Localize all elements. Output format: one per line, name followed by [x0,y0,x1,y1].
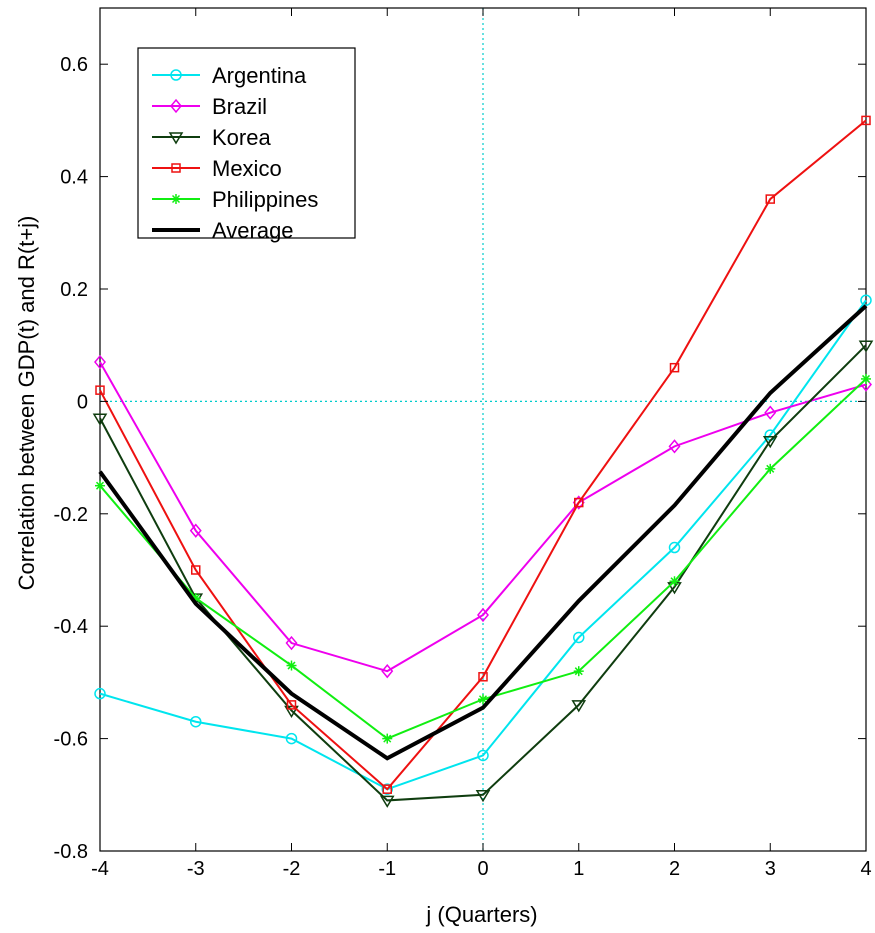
y-axis-label: Correlation between GDP(t) and R(t+j) [14,216,39,591]
asterisk-stroke [670,577,679,586]
legend-label: Mexico [212,156,282,181]
x-tick-label: 0 [477,858,488,880]
data-point-argentina [381,783,393,795]
data-point-korea [762,435,778,449]
data-point-korea [475,790,491,803]
x-tick-label: 1 [573,858,584,880]
data-point-brazil [94,354,106,370]
data-point-philippines [286,660,297,671]
legend-label: Argentina [212,63,307,88]
legend-item-mexico: Mexico [152,156,282,181]
data-point-brazil [381,663,394,679]
asterisk-stroke [287,661,296,670]
legend-label: Korea [212,125,271,150]
legend-swatch-marker [170,69,182,81]
series-line-brazil [99,361,867,673]
data-point-brazil [764,405,777,420]
legend-item-argentina: Argentina [152,63,307,88]
ticks-group: -4 -3 -2 -1 0 1 2 3 4 -0.8 -0.6 -0.4 -0.2 0 0.2 0.4 0.6 [54,8,872,880]
data-point-philippines [573,666,584,677]
data-point-argentina [94,687,106,700]
data-point-argentina [190,715,202,728]
x-tick-label: -3 [187,858,205,880]
data-point-korea [571,700,587,713]
data-point-argentina [668,541,681,554]
y-tick-label: -0.2 [54,504,88,526]
data-point-philippines [95,480,105,491]
asterisk-stroke [478,695,488,704]
data-point-brazil [285,635,298,651]
series-line-mexico [99,119,867,791]
data-point-brazil [477,607,489,623]
data-point-brazil [189,523,202,538]
x-tick-label: -1 [378,858,396,880]
data-point-mexico [191,565,201,575]
data-point-mexico [669,362,680,373]
data-point-philippines [382,733,393,744]
series-average [98,304,868,761]
legend-label: Brazil [212,94,267,119]
legend-swatch-marker [168,132,184,145]
asterisk-stroke [383,734,392,743]
data-point-korea [379,795,395,808]
data-point-korea [858,340,874,353]
data-point-argentina [285,732,298,745]
y-tick-label: 0.4 [60,167,88,189]
asterisk-stroke [574,667,583,676]
data-point-philippines [478,694,488,705]
data-point-argentina [860,294,872,306]
series-line-argentina [99,299,867,791]
asterisk-stroke [95,481,105,490]
y-tick-label: 0 [77,391,88,413]
legend-item-average: Average [152,218,294,243]
data-point-philippines [765,463,776,474]
data-point-korea [92,413,108,426]
y-tick-label: 0.6 [60,54,88,76]
legend: Argentina Brazil Korea Mexico Philippines Ave… [137,47,356,243]
legend-item-korea: Korea [152,125,271,150]
y-tick-label: -0.6 [54,729,88,751]
data-point-mexico [478,672,488,682]
asterisk-stroke [766,464,775,473]
asterisk-stroke [171,194,181,204]
legend-swatch-marker [171,163,181,173]
data-point-argentina [477,749,489,762]
data-point-mexico [765,194,775,204]
data-point-mexico [95,385,105,395]
x-tick-label: -4 [91,858,109,880]
asterisk-stroke [861,374,871,383]
data-point-korea [284,705,299,718]
y-tick-label: -0.8 [54,841,88,863]
x-tick-label: 2 [669,858,680,880]
y-tick-label: -0.4 [54,616,88,638]
data-point-mexico [286,700,297,710]
series-mexico [95,115,871,794]
x-tick-label: -2 [283,858,301,880]
data-point-mexico [574,497,584,508]
series-philippines [95,373,871,744]
series-group [92,115,874,808]
legend-label: Philippines [212,187,318,212]
legend-item-brazil: Brazil [152,94,267,119]
series-line-average [98,304,868,761]
data-point-argentina [573,631,585,644]
data-point-philippines [861,373,871,384]
data-point-mexico [382,784,392,794]
data-point-philippines [669,576,680,587]
data-point-mexico [861,115,871,126]
x-tick-label: 3 [765,858,776,880]
y-tick-label: 0.2 [60,279,88,301]
legend-swatch-marker [171,194,181,204]
data-point-brazil [668,439,681,454]
reference-lines [100,8,866,851]
legend-item-philippines: Philippines [152,187,318,212]
legend-label: Average [212,218,294,243]
legend-swatch-marker [170,98,182,114]
x-tick-label: 4 [860,858,871,880]
x-axis-label: j (Quarters) [425,902,537,927]
